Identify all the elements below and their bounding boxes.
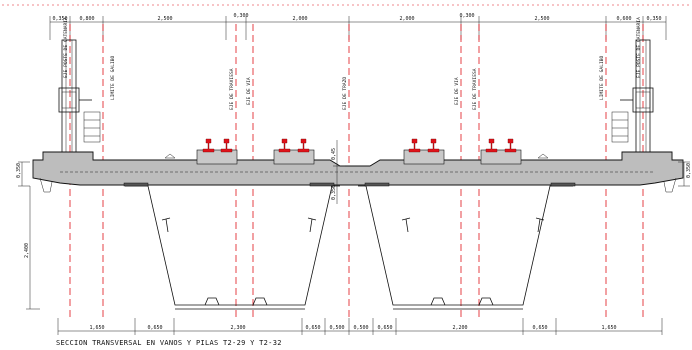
top-dim-6: 2,000 xyxy=(399,16,414,22)
bottom-dim-1: 1,650 xyxy=(89,325,104,331)
track-right-outer xyxy=(480,138,522,165)
svg-text:0,45: 0,45 xyxy=(331,148,337,160)
bottom-dim-5: 0,500 xyxy=(329,325,344,331)
bottom-dim-10: 1,650 xyxy=(601,325,616,331)
label-rail-axis-right: EJE DE VIA xyxy=(454,77,460,105)
top-dim-3: 2,500 xyxy=(157,16,172,22)
label-gauge-right: LIMITE DE GALIBO xyxy=(599,56,605,100)
top-dim-7: 0,300 xyxy=(459,13,474,19)
girder-right xyxy=(358,182,576,310)
label-track-axis-right: EJE DE TRAVIESA xyxy=(472,68,478,110)
label-gauge-left: LIMITE DE GALIBO xyxy=(110,56,116,100)
vertical-dim-center: 0,45 0,350 xyxy=(331,140,345,204)
label-rail-axis-left: EJE DE VIA xyxy=(246,77,252,105)
catenary-post-right xyxy=(611,39,654,159)
axis-labels: EJE POSTE DE CATENARIA LIMITE DE GALIBO … xyxy=(63,17,642,110)
svg-text:0,350: 0,350 xyxy=(686,163,692,178)
bottom-dim-2: 0,650 xyxy=(147,325,162,331)
label-structure-axis: EJE DE TRAZO xyxy=(342,77,348,110)
top-dim-4: 0,300 xyxy=(233,13,248,19)
top-dim-1: 0,350 xyxy=(52,16,67,22)
slope-markers xyxy=(164,153,549,159)
svg-text:0,350: 0,350 xyxy=(16,163,22,178)
top-dim-9: 0,600 xyxy=(616,16,631,22)
girder-left xyxy=(123,182,340,310)
bottom-dim-4: 0,650 xyxy=(305,325,320,331)
vertical-dim-left-slab: 0,350 xyxy=(16,161,30,187)
bottom-dim-8: 2,200 xyxy=(452,325,467,331)
track-right-inner xyxy=(403,138,445,165)
label-track-axis-left: EJE DE TRAVIESA xyxy=(229,68,235,110)
top-dim-8: 2,500 xyxy=(534,16,549,22)
bottom-dim-3: 2,300 xyxy=(230,325,245,331)
track-left-inner xyxy=(273,138,315,165)
svg-text:2,400: 2,400 xyxy=(24,243,30,258)
top-dim-10: 0,350 xyxy=(646,16,661,22)
bottom-dim-7: 0,650 xyxy=(377,325,392,331)
bottom-dim-6: 0,500 xyxy=(353,325,368,331)
vertical-dim-right-slab: 0,350 xyxy=(678,161,692,187)
top-dim-2: 0,800 xyxy=(79,16,94,22)
svg-text:0,350: 0,350 xyxy=(331,185,337,200)
top-dim-5: 2,000 xyxy=(292,16,307,22)
label-catenary-right: EJE POSTE DE CATENARIA xyxy=(636,17,642,78)
top-dimension-chain: 0,350 0,800 2,500 0,300 2,000 2,000 0,30… xyxy=(49,13,667,40)
track-left-outer xyxy=(196,138,238,165)
bottom-dimension-chain: 1,650 0,650 2,300 0,650 0,500 0,500 0,65… xyxy=(57,318,663,335)
drawing-caption: SECCION TRANSVERSAL EN VANOS Y PILAS T2-… xyxy=(56,339,282,347)
vertical-dim-girder: 2,400 xyxy=(24,186,40,310)
bottom-dim-9: 0,650 xyxy=(532,325,547,331)
